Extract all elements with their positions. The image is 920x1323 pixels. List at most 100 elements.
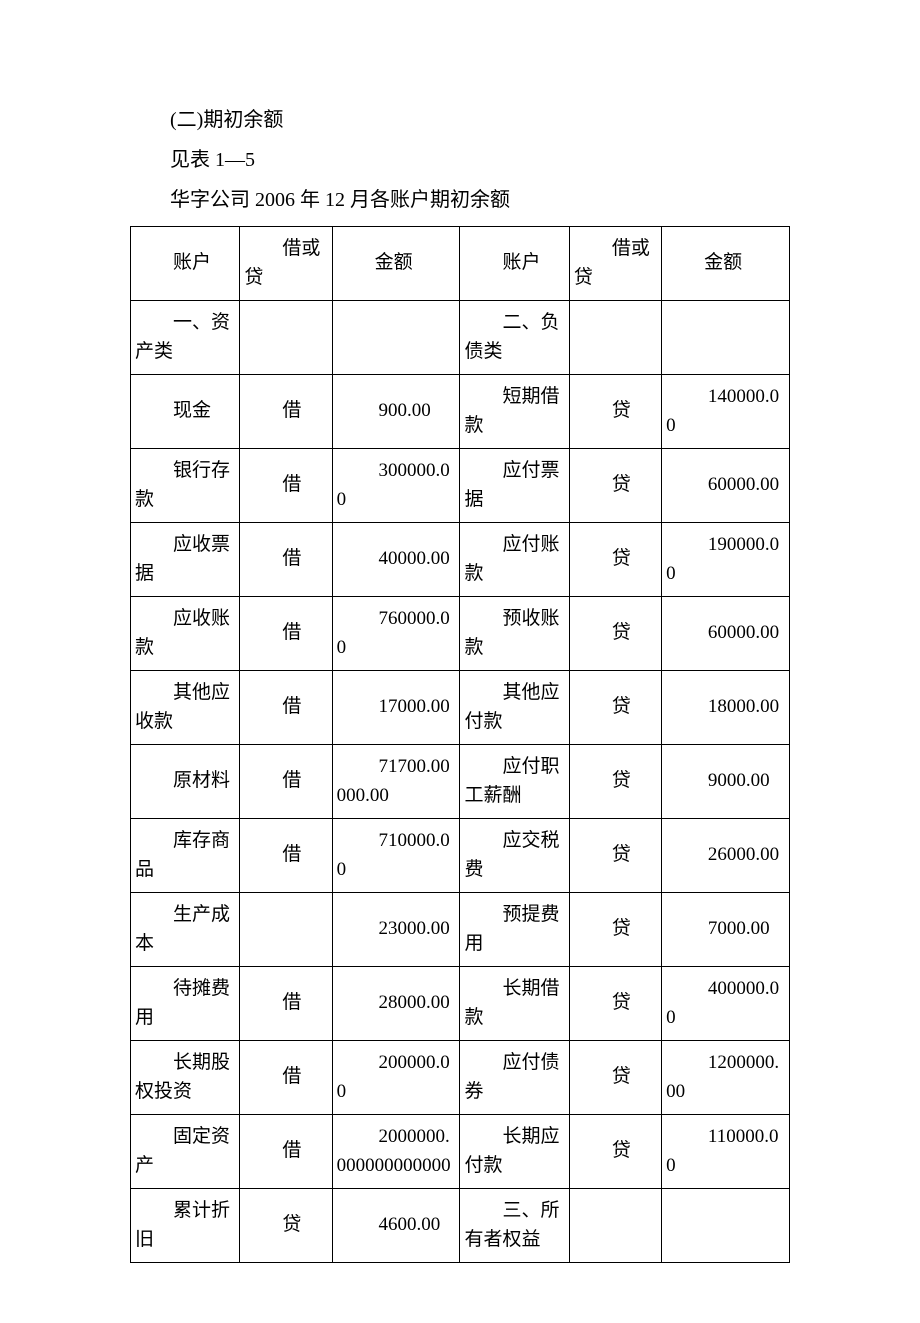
cell-account: 应付票据 [460,449,569,523]
paragraph-title: 华字公司 2006 年 12 月各账户期初余额 [130,180,790,220]
cell-amount: 300000.00 [332,449,460,523]
table-header-row: 账户 借或贷 金额 账户 借或贷 金额 [131,227,790,301]
cell-dc [240,301,332,375]
cell-dc: 贷 [569,967,661,1041]
cell-amount: 40000.00 [332,523,460,597]
cell-account: 库存商品 [131,819,240,893]
cell-amount [662,301,790,375]
cell-amount: 23000.00 [332,893,460,967]
table-row: 生产成本 23000.00 预提费用 贷 7000.00 [131,893,790,967]
table-row: 库存商品 借 710000.00 应交税费 贷 26000.00 [131,819,790,893]
table-row: 待摊费用 借 28000.00 长期借款 贷 400000.00 [131,967,790,1041]
paragraph-heading: (二)期初余额 [130,100,790,140]
cell-account: 应付账款 [460,523,569,597]
cell-account: 应收账款 [131,597,240,671]
table-row: 银行存款 借 300000.00 应付票据 贷 60000.00 [131,449,790,523]
cell-account: 待摊费用 [131,967,240,1041]
cell-account: 应付债券 [460,1041,569,1115]
cell-amount: 140000.00 [662,375,790,449]
cell-dc [240,893,332,967]
cell-account: 应收票据 [131,523,240,597]
cell-account: 固定资产 [131,1115,240,1189]
cell-dc [569,1189,661,1263]
document-page: (二)期初余额 见表 1—5 华字公司 2006 年 12 月各账户期初余额 账… [0,0,920,1323]
table-row: 累计折旧 贷 4600.00 三、所有者权益 [131,1189,790,1263]
cell-dc: 借 [240,597,332,671]
cell-dc: 借 [240,671,332,745]
table-row: 长期股权投资 借 200000.00 应付债券 贷 1200000.00 [131,1041,790,1115]
cell-account: 短期借款 [460,375,569,449]
cell-account: 预收账款 [460,597,569,671]
cell-account: 累计折旧 [131,1189,240,1263]
cell-dc: 贷 [569,819,661,893]
cell-account: 预提费用 [460,893,569,967]
table-row: 一、资产类 二、负债类 [131,301,790,375]
balance-table: 账户 借或贷 金额 账户 借或贷 金额 一、资产类 二、负债类 现金 借 900… [130,226,790,1263]
cell-dc: 贷 [569,375,661,449]
cell-dc [569,301,661,375]
cell-dc: 借 [240,745,332,819]
cell-account: 三、所有者权益 [460,1189,569,1263]
table-row: 其他应收款 借 17000.00 其他应付款 贷 18000.00 [131,671,790,745]
table-row: 现金 借 900.00 短期借款 贷 140000.00 [131,375,790,449]
cell-amount [332,301,460,375]
header-amount-right: 金额 [662,227,790,301]
cell-amount: 1200000.00 [662,1041,790,1115]
cell-account: 长期应付款 [460,1115,569,1189]
cell-amount: 7000.00 [662,893,790,967]
paragraph-ref: 见表 1—5 [130,140,790,180]
cell-dc: 借 [240,375,332,449]
cell-amount: 9000.00 [662,745,790,819]
cell-amount: 200000.00 [332,1041,460,1115]
cell-dc: 贷 [240,1189,332,1263]
cell-dc: 贷 [569,597,661,671]
cell-amount: 760000.00 [332,597,460,671]
cell-account: 长期借款 [460,967,569,1041]
cell-amount: 60000.00 [662,597,790,671]
cell-amount: 710000.00 [332,819,460,893]
cell-amount: 71700.00000.00 [332,745,460,819]
cell-dc: 贷 [569,671,661,745]
header-account-right: 账户 [460,227,569,301]
header-amount-left: 金额 [332,227,460,301]
cell-amount: 190000.00 [662,523,790,597]
header-account-left: 账户 [131,227,240,301]
cell-account: 一、资产类 [131,301,240,375]
cell-dc: 借 [240,967,332,1041]
cell-dc: 贷 [569,893,661,967]
table-row: 固定资产 借 2000000.000000000000 长期应付款 贷 1100… [131,1115,790,1189]
cell-dc: 借 [240,1115,332,1189]
cell-amount: 28000.00 [332,967,460,1041]
header-dc-right: 借或贷 [569,227,661,301]
cell-account: 现金 [131,375,240,449]
cell-amount: 2000000.000000000000 [332,1115,460,1189]
cell-dc: 借 [240,819,332,893]
cell-dc: 借 [240,523,332,597]
cell-dc: 贷 [569,1115,661,1189]
cell-dc: 借 [240,449,332,523]
table-row: 原材料 借 71700.00000.00 应付职工薪酬 贷 9000.00 [131,745,790,819]
cell-amount: 18000.00 [662,671,790,745]
cell-amount: 4600.00 [332,1189,460,1263]
cell-account: 其他应付款 [460,671,569,745]
cell-account: 应交税费 [460,819,569,893]
cell-account: 长期股权投资 [131,1041,240,1115]
cell-account: 银行存款 [131,449,240,523]
cell-account: 应付职工薪酬 [460,745,569,819]
cell-amount [662,1189,790,1263]
cell-dc: 贷 [569,523,661,597]
cell-dc: 贷 [569,449,661,523]
cell-dc: 贷 [569,1041,661,1115]
cell-account: 其他应收款 [131,671,240,745]
table-row: 应收账款 借 760000.00 预收账款 贷 60000.00 [131,597,790,671]
cell-amount: 26000.00 [662,819,790,893]
cell-amount: 17000.00 [332,671,460,745]
cell-account: 二、负债类 [460,301,569,375]
table-row: 应收票据 借 40000.00 应付账款 贷 190000.00 [131,523,790,597]
cell-dc: 借 [240,1041,332,1115]
cell-amount: 110000.00 [662,1115,790,1189]
cell-amount: 900.00 [332,375,460,449]
header-dc-left: 借或贷 [240,227,332,301]
cell-account: 生产成本 [131,893,240,967]
table-wrapper: 账户 借或贷 金额 账户 借或贷 金额 一、资产类 二、负债类 现金 借 900… [130,226,790,1263]
